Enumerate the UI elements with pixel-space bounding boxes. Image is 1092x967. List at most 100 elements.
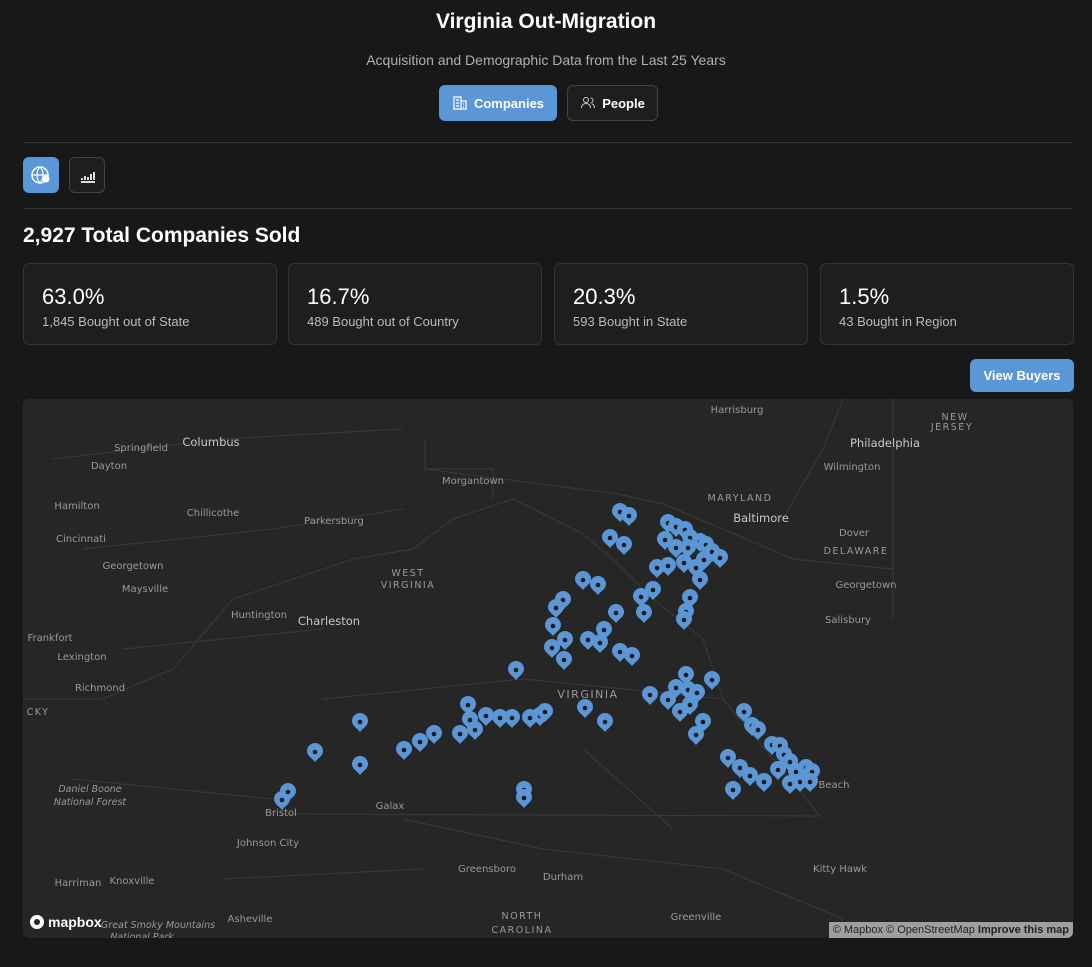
divider (23, 208, 1073, 209)
stat-label: 489 Bought out of Country (307, 314, 459, 329)
map-label: Charleston (298, 614, 360, 628)
map-label: Greenville (671, 912, 722, 923)
map-label: Lexington (57, 652, 106, 663)
stat-label: 1,845 Bought out of State (42, 314, 190, 329)
pin-dot (497, 715, 503, 721)
pin-dot (613, 610, 619, 616)
map-label: VIRGINIA (557, 688, 618, 701)
pin-dot (665, 563, 671, 569)
stat-value: 1.5% (839, 284, 890, 309)
pin-dot (629, 653, 635, 659)
attribution: © Mapbox © OpenStreetMap Improve this ma… (828, 922, 1073, 938)
pin-dot (621, 542, 627, 548)
pin-dot (483, 713, 489, 719)
button-label: View Buyers (983, 368, 1061, 383)
pin-dot (617, 509, 623, 515)
map-label: Baltimore (733, 511, 789, 525)
pin-dot (654, 565, 660, 571)
icon (81, 172, 95, 183)
chart-view-button[interactable] (69, 157, 105, 193)
pin-dot (357, 762, 363, 768)
stat-card: 16.7% 489 Bought out of Country (288, 263, 542, 345)
map-label: CAROLINA (492, 925, 553, 936)
map-label: Galax (376, 801, 405, 812)
pin-dot (638, 594, 644, 600)
map-label: Daniel Boone (58, 784, 121, 795)
pin-dot (685, 545, 691, 551)
improve-link[interactable]: Improve this map (977, 924, 1069, 936)
pin-dot (626, 513, 632, 519)
map-label: Kitty Hawk (813, 864, 867, 875)
pin-dot (687, 702, 693, 708)
pin-dot (761, 779, 767, 785)
tab-companies[interactable]: Companies (439, 85, 557, 121)
pin-dot (417, 739, 423, 745)
attribution-text: © Mapbox © OpenStreetMap (832, 924, 975, 936)
map-label: Dayton (91, 461, 127, 472)
stat-card: 20.3% 593 Bought in State (554, 263, 808, 345)
pin-dot (697, 577, 703, 583)
pin-dot (550, 623, 556, 629)
stat-card: 1.5% 43 Bought in Region (820, 263, 1074, 345)
view-buyers-button[interactable]: View Buyers (970, 359, 1074, 392)
summary-heading: 2,927 Total Companies Sold (23, 224, 301, 247)
pin-dot (513, 667, 519, 673)
pin-dot (560, 597, 566, 603)
stat-value: 20.3% (573, 284, 636, 309)
icon (452, 96, 467, 110)
map-label: Morgantown (442, 476, 504, 487)
pin-dot (527, 715, 533, 721)
map-label: Bristol (265, 808, 297, 819)
map-label: JERSEY (930, 422, 973, 433)
pin-dot (465, 702, 471, 708)
map-label: Durham (543, 872, 583, 883)
pin-dot (457, 731, 463, 737)
pin-dot (737, 765, 743, 771)
map-label: CKY (27, 707, 50, 718)
pin-dot (582, 705, 588, 711)
pin-dot (509, 715, 515, 721)
pin-dot (580, 577, 586, 583)
pin-dot (521, 795, 527, 801)
pin-dot (472, 727, 478, 733)
tab-people[interactable]: People (567, 85, 658, 121)
pin-dot (467, 717, 473, 723)
map-label: Frankfort (27, 633, 72, 644)
pin-dot (312, 749, 318, 755)
pin-dot (700, 719, 706, 725)
map-label: Chillicothe (187, 508, 239, 519)
map-label: Springfield (114, 443, 168, 454)
pin-dot (741, 709, 747, 715)
stat-label: 43 Bought in Region (839, 314, 957, 329)
tab-label: People (602, 95, 645, 111)
pin-dot (717, 555, 723, 561)
pin-dot (775, 767, 781, 773)
pin-dot (431, 731, 437, 737)
map: Harrisburg Philadelphia NEW JERSEY Columbus S… (23, 399, 1073, 938)
map-label: Great Smoky Mountains (101, 920, 215, 931)
map-label: WEST (391, 568, 424, 579)
map-label: Maysville (122, 584, 168, 595)
pin-dot (595, 582, 601, 588)
map-label: NEW (941, 412, 968, 423)
stat-label: 593 Bought in State (573, 314, 688, 329)
pin-dot (647, 692, 653, 698)
pin-dot (665, 697, 671, 703)
stat-value: 63.0% (42, 284, 105, 309)
map-label: National Park (110, 932, 174, 938)
pin-dot (747, 773, 753, 779)
pin-dot (601, 627, 607, 633)
pin-dot (641, 610, 647, 616)
pin-dot (677, 709, 683, 715)
pin-dot (730, 787, 736, 793)
map-label: Asheville (228, 914, 273, 925)
map-label: Huntington (231, 610, 287, 621)
map-label: VIRGINIA (381, 580, 435, 591)
pin-dot (807, 779, 813, 785)
pin-dot (725, 755, 731, 761)
map-label: Harriman (55, 878, 102, 889)
map-view-button[interactable] (23, 157, 59, 193)
map-label: Johnson City (236, 838, 299, 849)
